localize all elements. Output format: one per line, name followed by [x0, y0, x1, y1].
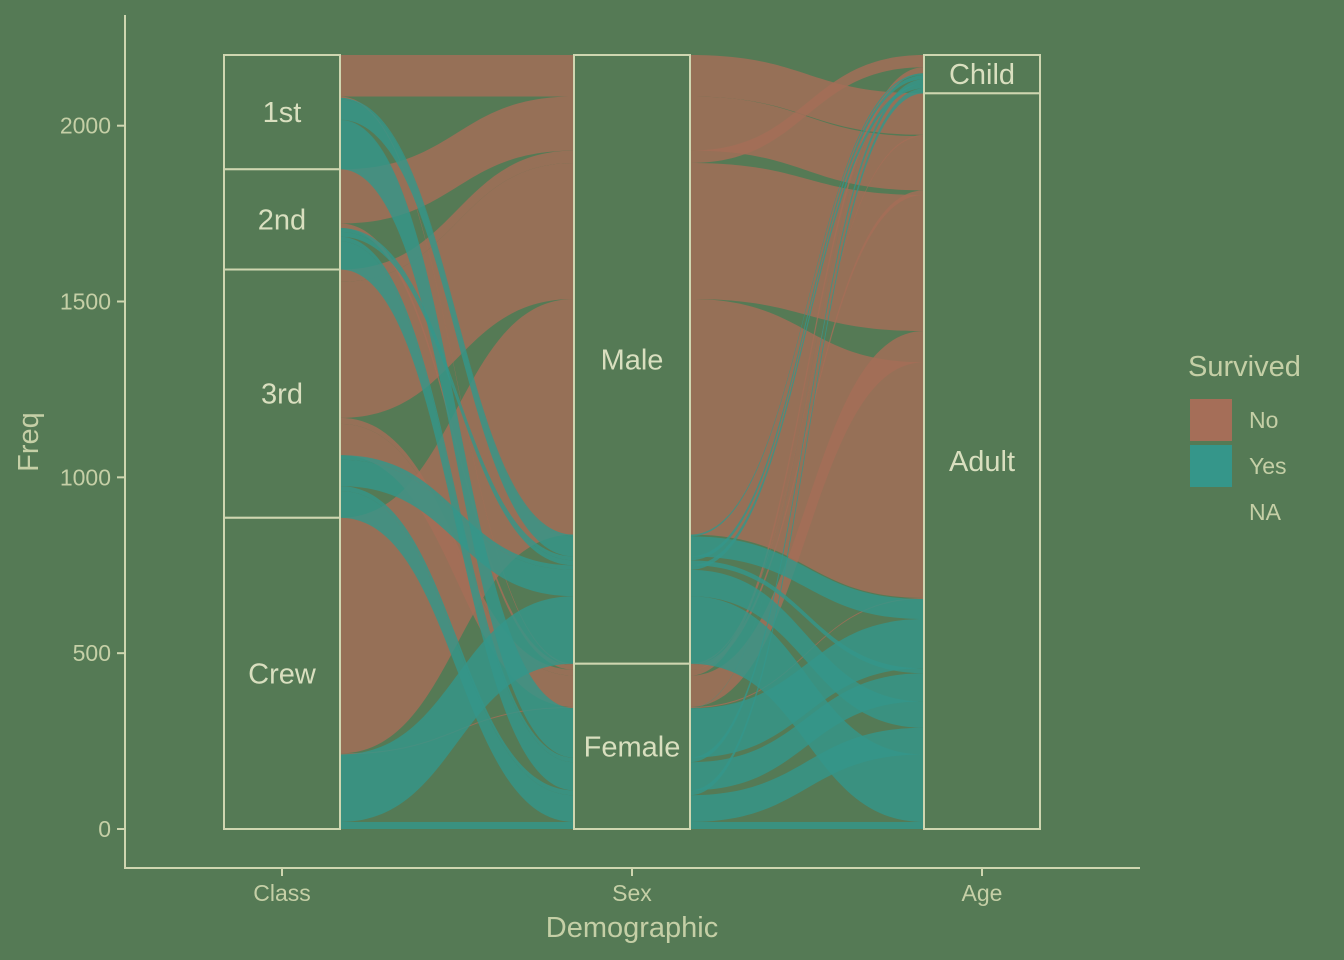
stratum-class-2nd: [223, 168, 341, 271]
flow-yes-sex-age: [690, 83, 924, 570]
flow-yes-class-sex: [340, 231, 574, 566]
stratum-age-child: [923, 54, 1041, 95]
stratum-label-2nd: 2nd: [258, 204, 306, 236]
flow-yes-sex-age: [690, 673, 924, 791]
stratum-label-1st: 1st: [263, 97, 302, 129]
stratum-class-3rd: [223, 268, 341, 519]
stratum-class-crew: [223, 516, 341, 830]
flow-yes-class-sex: [340, 99, 574, 557]
x-tick-label-sex: Sex: [612, 880, 652, 906]
legend-label-yes: Yes: [1249, 453, 1287, 479]
y-tick-label: 1000: [60, 464, 111, 490]
flows-layer: [340, 55, 924, 829]
flow-yes-sex-age: [690, 821, 924, 829]
flow-no-class-sex: [340, 55, 574, 97]
stratum-label-3rd: 3rd: [261, 379, 303, 411]
stratum-class-1st: [223, 54, 341, 171]
flow-yes-class-sex: [340, 120, 574, 758]
stratum-sex-female: [573, 662, 691, 830]
flow-no-class-sex: [340, 96, 574, 666]
legend-swatch-yes: [1190, 445, 1232, 487]
flow-yes-class-sex: [340, 486, 574, 796]
stratum-label-adult: Adult: [949, 446, 1015, 478]
stratum-age-adult: [923, 92, 1041, 831]
y-tick-label: 500: [73, 640, 111, 666]
stratum-label-crew: Crew: [248, 658, 317, 690]
flow-yes-class-sex: [340, 228, 574, 561]
strata-layer: 1st 2nd 3rd Crew Male Female Child Adult: [223, 54, 1041, 831]
flow-no-sex-age: [690, 331, 924, 707]
flow-no-sex-age: [690, 190, 924, 670]
flow-yes-sex-age: [690, 727, 924, 822]
legend-label-no: No: [1249, 407, 1278, 433]
flow-yes-class-sex: [340, 491, 574, 822]
flow-yes-class-sex: [340, 119, 574, 709]
flow-yes-sex-age: [690, 75, 924, 709]
flow-no-class-sex: [340, 162, 574, 418]
flow-yes-sex-age: [690, 88, 924, 796]
stratum-sex-male: [573, 54, 691, 665]
flow-no-sex-age: [690, 55, 924, 135]
x-axis-title: Demographic: [546, 912, 718, 944]
y-ticks: 0 500 1000 1500 2000: [60, 113, 125, 842]
stratum-label-child: Child: [949, 59, 1015, 91]
x-ticks: Class Sex Age: [253, 868, 1002, 906]
flow-yes-class-sex: [340, 236, 574, 763]
y-axis-title: Freq: [13, 412, 45, 472]
flow-yes-sex-age: [690, 560, 924, 674]
flow-yes-class-sex: [340, 97, 574, 537]
y-tick-label: 2000: [60, 113, 111, 139]
flow-no-class-sex: [340, 423, 574, 707]
legend-title: Survived: [1188, 351, 1301, 383]
legend: Survived No Yes NA: [1188, 351, 1301, 525]
y-tick-label: 1500: [60, 289, 111, 315]
flow-yes-sex-age: [690, 73, 924, 537]
stratum-label-male: Male: [601, 344, 664, 376]
flow-yes-sex-age: [690, 536, 924, 620]
stratum-label-female: Female: [584, 731, 681, 763]
legend-swatch-no: [1190, 399, 1232, 441]
x-tick-label-age: Age: [962, 880, 1003, 906]
flow-yes-sex-age: [690, 79, 924, 763]
legend-label-na: NA: [1249, 499, 1282, 525]
y-tick-label: 0: [98, 816, 111, 842]
flow-no-sex-age: [690, 134, 924, 666]
flow-no-sex-age: [690, 162, 924, 332]
flow-yes-class-sex: [340, 241, 574, 791]
flow-yes-class-sex: [340, 821, 574, 829]
flow-yes-sex-age: [690, 619, 924, 758]
x-tick-label-class: Class: [253, 880, 311, 906]
flow-yes-sex-age: [690, 75, 924, 561]
flow-no-class-sex: [340, 150, 574, 282]
